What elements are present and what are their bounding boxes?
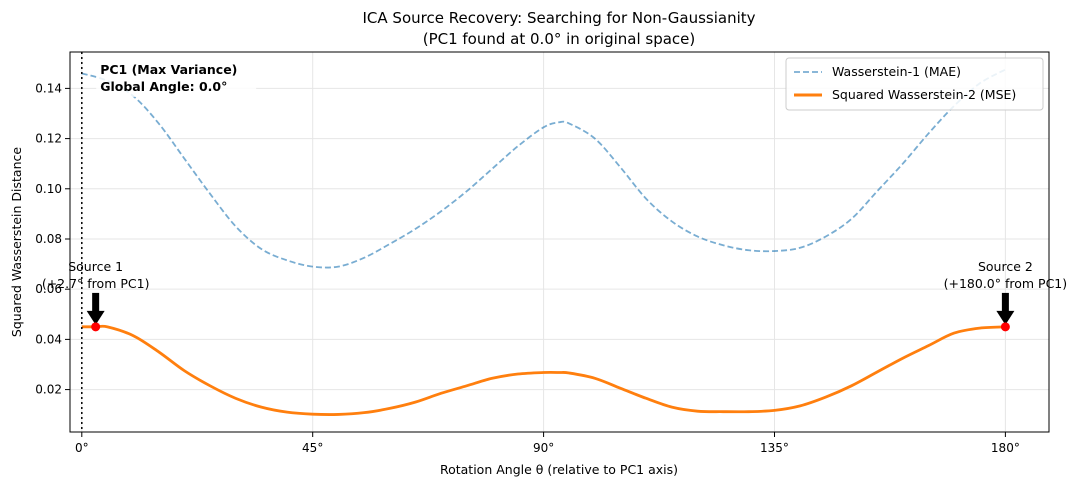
chart-title-line2: (PC1 found at 0.0° in original space)	[423, 30, 696, 48]
chart-title-line1: ICA Source Recovery: Searching for Non-G…	[363, 9, 756, 27]
series-line-0	[81, 68, 1006, 269]
plot-frame	[69, 51, 1050, 433]
source2-arrow	[996, 292, 1015, 325]
pc1-annotation-line-1: Global Angle: 0.0°	[100, 79, 227, 94]
source2-label-line-1: (+180.0° from PC1)	[944, 276, 1068, 291]
y-axis-ticks: 0.02 0.04 0.06 0.08 0.10 0.12 0.14	[35, 81, 70, 397]
source2-label-line-0: Source 2	[978, 259, 1033, 274]
legend-box	[785, 57, 1044, 111]
x-tick-label-2: 90°	[533, 441, 554, 455]
series-line-1	[81, 324, 1006, 416]
source1-arrow	[86, 292, 105, 325]
y-axis-label: Squared Wasserstein Distance	[9, 147, 24, 337]
legend-label-mae: Wasserstein-1 (MAE)	[832, 64, 961, 79]
y-tick-label-2: 0.06	[35, 282, 62, 296]
y-tick-label-0: 0.02	[35, 383, 62, 397]
legend-label-mse: Squared Wasserstein-2 (MSE)	[832, 87, 1016, 102]
x-tick-label-1: 45°	[302, 441, 323, 455]
legend: Wasserstein-1 (MAE) Squared Wasserstein-…	[785, 57, 1044, 111]
x-axis-ticks: 0° 45° 90° 135° 180°	[75, 432, 1020, 455]
pc1-annotation-line-0: PC1 (Max Variance)	[100, 62, 237, 77]
x-tick-label-0: 0°	[75, 441, 89, 455]
x-tick-label-4: 180°	[991, 441, 1020, 455]
y-tick-label-1: 0.04	[35, 332, 62, 346]
y-tick-label-3: 0.08	[35, 232, 62, 246]
y-tick-label-4: 0.10	[35, 182, 62, 196]
x-axis-label: Rotation Angle θ (relative to PC1 axis)	[440, 462, 678, 477]
y-tick-label-5: 0.12	[35, 132, 62, 146]
x-tick-label-3: 135°	[760, 441, 789, 455]
source2-marker	[1000, 322, 1010, 332]
y-tick-label-6: 0.14	[35, 81, 62, 95]
source1-label-line-1: (+2.7° from PC1)	[42, 276, 150, 291]
source1-label-line-0: Source 1	[68, 259, 123, 274]
annotation-layer: PC1 (Max Variance) Global Angle: 0.0° Sour…	[42, 60, 1068, 332]
series-layer	[81, 68, 1006, 416]
source1-marker	[91, 322, 101, 332]
pc1-annotation-box	[96, 60, 257, 97]
